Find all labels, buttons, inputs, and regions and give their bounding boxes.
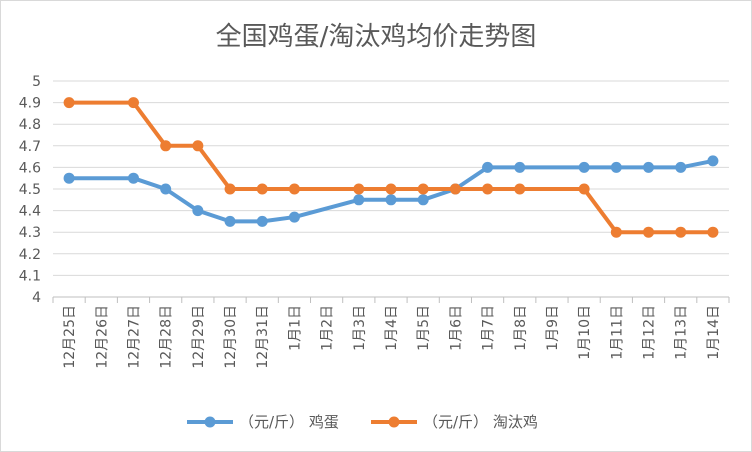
data-point	[610, 226, 622, 238]
x-tick-label: 1月12日	[642, 305, 658, 360]
legend-item: （元/斤） 鸡蛋	[187, 413, 339, 431]
legend-item: （元/斤） 淘汰鸡	[371, 413, 538, 431]
x-tick-label: 1月6日	[448, 305, 464, 351]
series-1	[63, 97, 719, 238]
data-point	[160, 183, 172, 195]
data-point	[449, 183, 461, 195]
data-point	[707, 226, 719, 238]
x-tick-label: 12月25日	[62, 305, 78, 369]
x-tick-label: 1月2日	[320, 305, 336, 351]
data-point	[643, 161, 655, 173]
data-point	[610, 161, 622, 173]
x-tick-label: 1月11日	[609, 305, 625, 360]
x-tick-label: 12月29日	[191, 305, 207, 369]
x-tick-label: 1月1日	[287, 305, 303, 351]
series-group	[63, 97, 719, 238]
x-tick-label: 1月8日	[513, 305, 529, 351]
data-point	[224, 183, 236, 195]
y-tick-label: 4.1	[19, 268, 41, 284]
y-tick-label: 4.7	[19, 139, 41, 155]
x-tick-label: 1月13日	[674, 305, 690, 360]
y-tick-label: 5	[32, 74, 41, 90]
data-point	[256, 215, 268, 227]
x-tick-label: 1月10日	[577, 305, 593, 360]
legend-label: （元/斤） 鸡蛋	[239, 413, 339, 431]
x-tick-label: 12月31日	[255, 305, 271, 369]
data-point	[643, 226, 655, 238]
y-tick-label: 4	[32, 290, 41, 306]
x-tick-label: 1月4日	[384, 305, 400, 351]
data-point	[675, 161, 687, 173]
y-tick-label: 4.3	[19, 225, 41, 241]
legend: （元/斤） 鸡蛋 （元/斤） 淘汰鸡	[187, 413, 538, 431]
x-tick-label: 1月3日	[352, 305, 368, 351]
x-tick-label: 1月5日	[416, 305, 432, 351]
data-point	[160, 140, 172, 152]
data-point	[63, 172, 75, 184]
x-tick-label: 12月26日	[94, 305, 110, 369]
y-tick-label: 4.5	[19, 182, 41, 198]
data-point	[707, 155, 719, 167]
data-point	[385, 194, 397, 206]
y-tick-label: 4.4	[19, 204, 41, 220]
data-point	[514, 183, 526, 195]
y-tick-label: 4.2	[19, 247, 41, 263]
data-point	[288, 183, 300, 195]
legend-marker	[204, 416, 216, 428]
data-point	[482, 161, 494, 173]
x-tick-label: 12月28日	[159, 305, 175, 369]
x-tick-label: 1月9日	[545, 305, 561, 351]
data-point	[63, 97, 75, 109]
legend-marker	[388, 416, 400, 428]
data-point	[578, 161, 590, 173]
x-tick-label: 1月7日	[481, 305, 497, 351]
series-0	[63, 155, 719, 227]
y-axis-ticks: 4 4.1 4.2 4.3 4.4 4.5 4.6 4.7 4.8 4.9 5	[19, 74, 41, 306]
data-point	[224, 215, 236, 227]
y-tick-label: 4.9	[19, 96, 41, 112]
x-tick-label: 12月30日	[223, 305, 239, 369]
data-point	[417, 194, 429, 206]
data-point	[353, 183, 365, 195]
data-point	[514, 161, 526, 173]
data-point	[417, 183, 429, 195]
data-point	[353, 194, 365, 206]
data-point	[127, 172, 139, 184]
data-point	[578, 183, 590, 195]
data-point	[288, 211, 300, 223]
data-point	[482, 183, 494, 195]
y-tick-label: 4.6	[19, 160, 41, 176]
data-point	[127, 97, 139, 109]
legend-label: （元/斤） 淘汰鸡	[423, 413, 538, 431]
x-axis-ticks: 12月25日 12月26日 12月27日 12月28日 12月29日 12月30日 12月3…	[52, 297, 730, 369]
data-point	[192, 205, 204, 217]
chart-title: 全国鸡蛋/淘汰鸡均价走势图	[216, 22, 537, 52]
x-tick-label: 1月14日	[706, 305, 722, 360]
data-point	[256, 183, 268, 195]
data-point	[385, 183, 397, 195]
data-point	[192, 140, 204, 152]
data-point	[675, 226, 687, 238]
x-tick-label: 12月27日	[126, 305, 142, 369]
y-tick-label: 4.8	[19, 117, 41, 133]
